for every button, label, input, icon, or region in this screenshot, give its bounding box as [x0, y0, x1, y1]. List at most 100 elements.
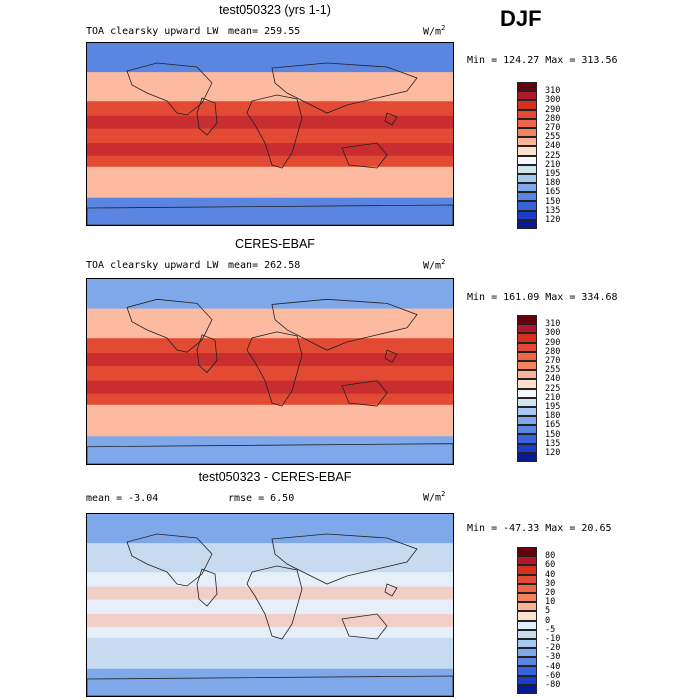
map-latitude-band [87, 279, 453, 310]
map-core-band [87, 380, 453, 394]
colorbar-tick-label: -20 [545, 643, 561, 654]
colorbar-swatch [517, 583, 537, 593]
colorbar-swatch [517, 657, 537, 667]
panel-2-map-canvas [87, 279, 453, 464]
continent-outline [384, 112, 398, 126]
colorbar-tick-label: -5 [545, 624, 556, 635]
colorbar-tick-label: 180 [545, 411, 561, 422]
continent-outline [271, 298, 418, 351]
colorbar-swatch [517, 164, 537, 174]
colorbar-tick-label: 10 [545, 597, 556, 608]
panel-2-colorbar [517, 315, 537, 462]
continent-outline [87, 204, 453, 225]
map-latitude-band [87, 436, 453, 464]
colorbar-swatch [517, 370, 537, 380]
season-label: DJF [500, 6, 542, 31]
colorbar-tick-label: 80 [545, 551, 556, 562]
colorbar-swatch [517, 183, 537, 193]
colorbar-swatch [517, 684, 537, 694]
panel-2-map [86, 278, 454, 465]
map-core-band [87, 353, 453, 366]
map-latitude-band [87, 197, 453, 225]
panel-2-title: CERES-EBAF [235, 237, 315, 251]
colorbar-tick-label: 280 [545, 346, 561, 357]
colorbar-tick-label: 150 [545, 196, 561, 207]
colorbar-swatch [517, 192, 537, 202]
panel-1-title: test050323 (yrs 1-1) [219, 3, 331, 17]
colorbar-tick-label: 0 [545, 615, 551, 626]
colorbar-tick-label: 240 [545, 141, 561, 152]
panel-1-colorbar [517, 82, 537, 229]
panel-2-minmax: Min = 161.09 Max = 334.68 [467, 292, 618, 303]
colorbar-tick-label: 150 [545, 429, 561, 440]
map-latitude-band [87, 72, 453, 103]
colorbar-swatch [517, 100, 537, 110]
continent-outline [246, 331, 303, 407]
colorbar-swatch [517, 638, 537, 649]
colorbar-tick-label: 300 [545, 95, 561, 106]
colorbar-swatch [517, 360, 537, 371]
colorbar-swatch [517, 146, 537, 156]
colorbar-tick-label: 270 [545, 123, 561, 133]
continent-outline [196, 568, 218, 607]
panel-1-map-canvas [87, 43, 453, 225]
colorbar-tick-label: -40 [545, 661, 561, 672]
continent-outline [246, 565, 303, 640]
colorbar-swatch [517, 547, 537, 557]
colorbar-swatch [517, 201, 537, 211]
colorbar-swatch [517, 620, 537, 630]
colorbar-swatch [517, 173, 537, 184]
colorbar-swatch [517, 425, 537, 435]
colorbar-tick-label: 40 [545, 569, 556, 580]
colorbar-swatch [517, 82, 537, 92]
colorbar-tick-label: 135 [545, 205, 561, 216]
panel-3-mean-label: mean = -3.04 [86, 493, 159, 504]
panel-2-variable-label: TOA clearsky upward LW [86, 260, 219, 271]
colorbar-tick-label: 225 [545, 150, 561, 161]
colorbar-tick-label: 210 [545, 392, 561, 403]
panel-3-rmse-label: rmse = 6.50 [228, 493, 295, 504]
colorbar-swatch [517, 434, 537, 444]
colorbar-swatch [517, 592, 537, 603]
colorbar-tick-label: 290 [545, 337, 561, 348]
colorbar-swatch [517, 397, 537, 407]
panel-1-map [86, 42, 454, 226]
colorbar-swatch [517, 91, 537, 101]
colorbar-tick-label: 165 [545, 420, 561, 431]
colorbar-tick-label: 225 [545, 383, 561, 394]
colorbar-swatch [517, 406, 537, 417]
colorbar-swatch [517, 137, 537, 147]
colorbar-swatch [517, 351, 537, 361]
panel-1-minmax: Min = 124.27 Max = 313.56 [467, 55, 618, 66]
colorbar-tick-label: 255 [545, 132, 561, 143]
map-latitude-band [87, 543, 453, 574]
colorbar-tick-label: 180 [545, 178, 561, 189]
map-core-band [87, 115, 453, 129]
colorbar-tick-label: 195 [545, 169, 561, 179]
colorbar-tick-label: 255 [545, 365, 561, 376]
continent-outline [246, 94, 303, 169]
continent-outline [341, 380, 388, 407]
colorbar-swatch [517, 629, 537, 639]
colorbar-swatch [517, 127, 537, 138]
continent-outline [87, 675, 453, 696]
colorbar-swatch [517, 379, 537, 389]
colorbar-swatch [517, 342, 537, 352]
colorbar-swatch [517, 602, 537, 612]
colorbar-tick-label: 30 [545, 578, 556, 589]
panel-1-units: W/m2 [423, 24, 446, 38]
panel-3-map-canvas [87, 514, 453, 696]
colorbar-swatch [517, 315, 537, 325]
panel-2-units: W/m2 [423, 258, 446, 272]
colorbar-swatch [517, 611, 537, 621]
colorbar-swatch [517, 443, 537, 453]
colorbar-swatch [517, 118, 537, 128]
map-latitude-band [87, 404, 453, 438]
continent-outline [384, 349, 398, 363]
colorbar-swatch [517, 333, 537, 343]
colorbar-swatch [517, 452, 537, 462]
colorbar-tick-label: 135 [545, 438, 561, 449]
colorbar-tick-label: 270 [545, 356, 561, 366]
colorbar-swatch [517, 565, 537, 575]
continent-outline [126, 298, 213, 353]
